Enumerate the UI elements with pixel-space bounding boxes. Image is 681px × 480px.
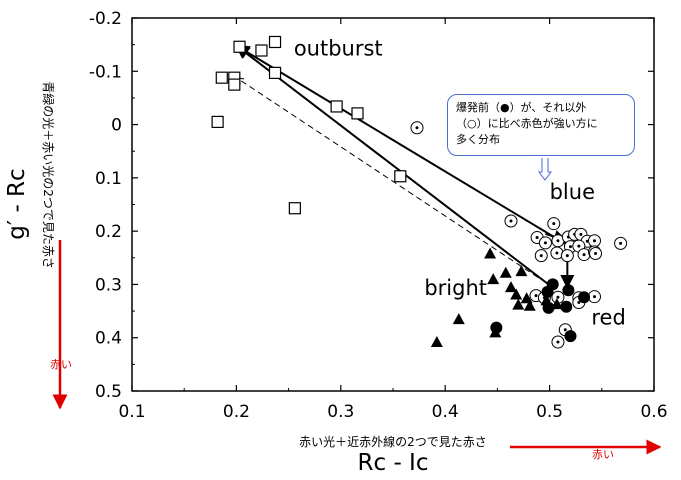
point-filled-triangle bbox=[487, 273, 500, 285]
data-points bbox=[211, 35, 628, 349]
point-open-circle-dot bbox=[535, 236, 539, 240]
annotation-labels: outburst blue bright red bbox=[294, 36, 626, 329]
x-axis-title: Rc - Ic bbox=[358, 450, 429, 476]
red-label-vertical: 赤い bbox=[50, 358, 72, 371]
point-open-square bbox=[268, 66, 282, 79]
point-filled-triangle bbox=[550, 298, 563, 310]
point-open-square bbox=[228, 78, 241, 91]
y-tick-label: 0 bbox=[111, 116, 122, 136]
point-open-square bbox=[288, 202, 301, 215]
point-open-square bbox=[255, 44, 268, 57]
x-tick-label: 0.2 bbox=[223, 402, 250, 422]
y-tick-label: 0.3 bbox=[95, 275, 122, 295]
point-open-square bbox=[233, 40, 246, 53]
point-open-square bbox=[351, 107, 364, 120]
point-open-circle-dot bbox=[579, 232, 583, 236]
x-tick-label: 0.6 bbox=[640, 402, 667, 422]
point-open-circle-dot bbox=[556, 239, 560, 243]
y-tick-label: -0.2 bbox=[89, 9, 122, 29]
point-open-circle-dot bbox=[592, 295, 596, 299]
trend-arrow bbox=[235, 44, 568, 246]
y-axis-title: g′ - Rc bbox=[4, 168, 30, 239]
trend-arrow-dashed bbox=[236, 78, 539, 278]
point-filled-triangle bbox=[489, 326, 502, 338]
point-open-circle-dot bbox=[415, 126, 419, 130]
point-open-circle-dot bbox=[582, 253, 586, 257]
red-label-horizontal: 赤い bbox=[592, 448, 614, 461]
point-open-circle-dot bbox=[619, 241, 623, 245]
point-filled-triangle bbox=[484, 247, 497, 259]
point-filled-circle bbox=[546, 278, 559, 291]
point-open-circle-dot bbox=[556, 295, 560, 299]
axis-ticks: 0.1 0.2 0.3 0.4 0.5 0.6 -0.2 -0.1 0 0.1 0.2 0.3 0.4 0… bbox=[89, 9, 668, 422]
point-filled-circle bbox=[564, 330, 577, 343]
point-open-circle-dot bbox=[555, 251, 559, 255]
point-open-circle-dot bbox=[577, 301, 581, 305]
annotation-bright: bright bbox=[424, 276, 487, 300]
point-open-circle-dot bbox=[592, 239, 596, 243]
point-open-square bbox=[268, 35, 282, 49]
point-open-circle-dot bbox=[534, 294, 538, 298]
note-line-2: （○）に比べ赤色が強い方に bbox=[456, 117, 598, 130]
point-open-circle-dot bbox=[565, 254, 569, 258]
x-tick-label: 0.3 bbox=[327, 402, 354, 422]
x-tick-label: 0.1 bbox=[118, 402, 145, 422]
point-filled-circle bbox=[560, 300, 573, 313]
point-open-square bbox=[215, 71, 228, 84]
point-open-circle-dot bbox=[585, 239, 589, 243]
point-open-circle-dot bbox=[563, 328, 567, 332]
trend-arrows bbox=[235, 44, 575, 290]
y-tick-label: -0.1 bbox=[89, 62, 122, 82]
trend-arrow bbox=[235, 44, 554, 289]
point-filled-circle bbox=[562, 284, 575, 297]
point-open-circle-dot bbox=[509, 219, 513, 223]
point-filled-triangle bbox=[512, 298, 525, 310]
point-open-square bbox=[211, 115, 224, 129]
point-filled-triangle bbox=[510, 288, 523, 300]
point-open-square bbox=[394, 170, 407, 183]
x-axis-title-jp: 赤い光＋近赤外線の2つで見た赤さ bbox=[299, 434, 487, 449]
point-open-circle-dot bbox=[539, 254, 543, 258]
point-filled-triangle bbox=[504, 281, 517, 293]
annotation-red: red bbox=[591, 305, 625, 329]
point-filled-triangle bbox=[452, 313, 465, 325]
point-filled-triangle bbox=[523, 299, 536, 311]
note-pointer-icon bbox=[538, 158, 552, 181]
point-filled-triangle bbox=[515, 265, 528, 277]
y-axis-title-jp: 青緑の光＋赤い光の2つで見た赤さ bbox=[41, 81, 56, 269]
annotation-outburst: outburst bbox=[294, 36, 383, 60]
y-tick-label: 0.2 bbox=[95, 222, 122, 242]
point-open-circle-dot bbox=[577, 244, 581, 248]
point-open-circle-dot bbox=[543, 241, 547, 245]
point-filled-circle bbox=[578, 291, 591, 304]
point-open-circle-dot bbox=[568, 245, 572, 249]
point-open-square bbox=[330, 100, 343, 113]
point-open-circle-dot bbox=[556, 340, 560, 344]
point-filled-triangle bbox=[430, 335, 443, 347]
y-tick-label: 0.4 bbox=[95, 329, 122, 349]
point-open-circle-dot bbox=[552, 222, 556, 226]
note-line-1: 爆発前（●）が、それ以外 bbox=[456, 101, 587, 114]
y-tick-label: 0.1 bbox=[95, 169, 122, 189]
point-open-circle-dot bbox=[594, 252, 598, 256]
point-filled-triangle bbox=[499, 266, 512, 278]
y-tick-label: 0.5 bbox=[95, 382, 122, 402]
note-line-3: 多く分布 bbox=[456, 133, 500, 146]
annotation-blue: blue bbox=[550, 180, 595, 204]
point-filled-triangle bbox=[540, 294, 553, 306]
x-tick-label: 0.5 bbox=[536, 402, 563, 422]
note-box: 爆発前（●）が、それ以外 （○）に比べ赤色が強い方に 多く分布 bbox=[447, 94, 635, 156]
x-tick-label: 0.4 bbox=[432, 402, 459, 422]
